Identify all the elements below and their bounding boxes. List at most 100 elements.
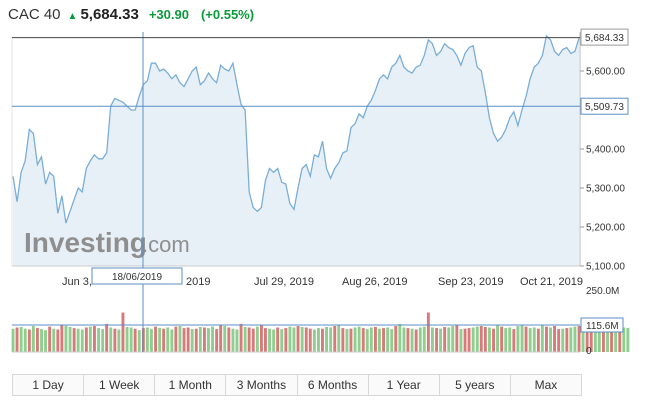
volume-bar (325, 327, 328, 352)
volume-bar (528, 328, 532, 352)
volume-bar (40, 329, 43, 352)
price-area (13, 35, 579, 267)
volume-bar (386, 327, 390, 352)
volume-bar (255, 326, 259, 352)
volume-tick-label: 0 (586, 346, 592, 357)
volume-bar (606, 327, 609, 352)
tab-3-months[interactable]: 3 Months (226, 375, 298, 395)
volume-bar (150, 329, 153, 352)
volume-bar (121, 312, 125, 352)
volume-bar (512, 329, 516, 352)
volume-bar (84, 327, 88, 352)
volume-bar (536, 328, 540, 352)
volume-bar (64, 325, 68, 352)
volume-bar (553, 326, 556, 352)
volume-bar (545, 326, 548, 352)
volume-bar (431, 327, 434, 352)
tab-1-year[interactable]: 1 Year (369, 375, 440, 395)
volume-bar (337, 325, 341, 352)
volume-bar (406, 328, 410, 352)
volume-bar (479, 326, 483, 352)
price-line (12, 34, 580, 224)
volume-bar (203, 327, 206, 352)
price-change: +30.90 (148, 7, 189, 22)
volume-bar (492, 328, 495, 352)
tab-max[interactable]: Max (534, 378, 558, 392)
y-tick-label: 5,100.00 (586, 262, 625, 273)
x-tick-label: Oct 21, 2019 (520, 276, 583, 288)
volume-bar (312, 329, 316, 352)
volume-bar (610, 326, 613, 352)
volume-bar (158, 327, 162, 352)
volume-bar (125, 327, 129, 352)
range-tabs: 1 Day 1 Week 1 Month 3 Months 6 Months 1… (12, 374, 582, 396)
volume-bar (198, 327, 202, 352)
tab-5-years[interactable]: 5 years (440, 375, 511, 395)
crosshair-value-label: 5,509.73 (585, 102, 624, 113)
volume-bar (113, 328, 117, 352)
volume-bar (68, 327, 72, 352)
volume-bar (190, 329, 194, 352)
volume-bar (618, 326, 622, 352)
volume-tick-label: 250.0M (586, 286, 619, 297)
volume-bar (349, 328, 353, 352)
volume-bar (475, 326, 479, 352)
tab-1-week[interactable]: 1 Week (84, 375, 156, 395)
volume-bar (15, 327, 19, 352)
volume-bar (162, 328, 166, 352)
volume-bar (174, 326, 178, 352)
volume-bar (31, 326, 35, 352)
price-chart[interactable]: 5,100.005,200.005,300.005,400.005,500.00… (0, 0, 645, 372)
volume-bar (463, 328, 467, 352)
volume-bar (426, 312, 430, 352)
tab-1-month[interactable]: 1 Month (155, 375, 227, 395)
volume-bar (268, 328, 271, 352)
volume-bar (317, 328, 320, 352)
volume-axis: 250.0M 0 (586, 286, 619, 357)
volume-bar (304, 327, 308, 352)
volume-bar (435, 328, 438, 352)
volume-bar (488, 327, 491, 352)
volume-bar (369, 327, 373, 352)
volume-bar (231, 328, 235, 352)
volume-bar (97, 328, 100, 352)
volume-bar (93, 326, 96, 352)
volume-bar (483, 327, 487, 352)
volume-bar (44, 330, 47, 352)
volume-bar (11, 328, 15, 352)
volume-bar (247, 327, 251, 352)
tab-6-months[interactable]: 6 Months (298, 375, 369, 395)
volume-bar (471, 327, 475, 352)
volume-bar (577, 326, 581, 352)
x-tick-label: Aug 26, 2019 (342, 276, 407, 288)
volume-bar (48, 326, 52, 352)
volume-bar (418, 327, 422, 352)
volume-bar (182, 328, 186, 352)
crosshair-date-box (91, 267, 183, 285)
volume-bar (329, 327, 333, 352)
volume-bar (378, 328, 381, 352)
y-tick-label: 5,300.00 (586, 184, 625, 195)
volume-bar (557, 329, 561, 352)
volume-bar (508, 327, 512, 352)
volume-bar (357, 326, 361, 352)
volume-bar (239, 323, 243, 352)
volume-bar (345, 329, 349, 352)
tab-1-day[interactable]: 1 Day (13, 375, 85, 395)
crosshair-value-box (580, 97, 629, 115)
volume-bar (227, 327, 231, 352)
volume-bar (622, 327, 626, 352)
y-tick-label: 5,600.00 (586, 67, 625, 78)
volume-bar (272, 329, 276, 352)
volume-bar (532, 327, 536, 352)
volume-bar (614, 325, 618, 352)
volume-bar (109, 327, 113, 352)
volume-bar (23, 328, 27, 352)
volume-bar (459, 329, 463, 352)
last-price-box (580, 28, 629, 46)
volume-bar (170, 329, 174, 352)
volume-bar (422, 326, 426, 352)
volume-bar (260, 325, 263, 352)
volume-bar (276, 327, 280, 352)
volume-bar (300, 327, 304, 352)
